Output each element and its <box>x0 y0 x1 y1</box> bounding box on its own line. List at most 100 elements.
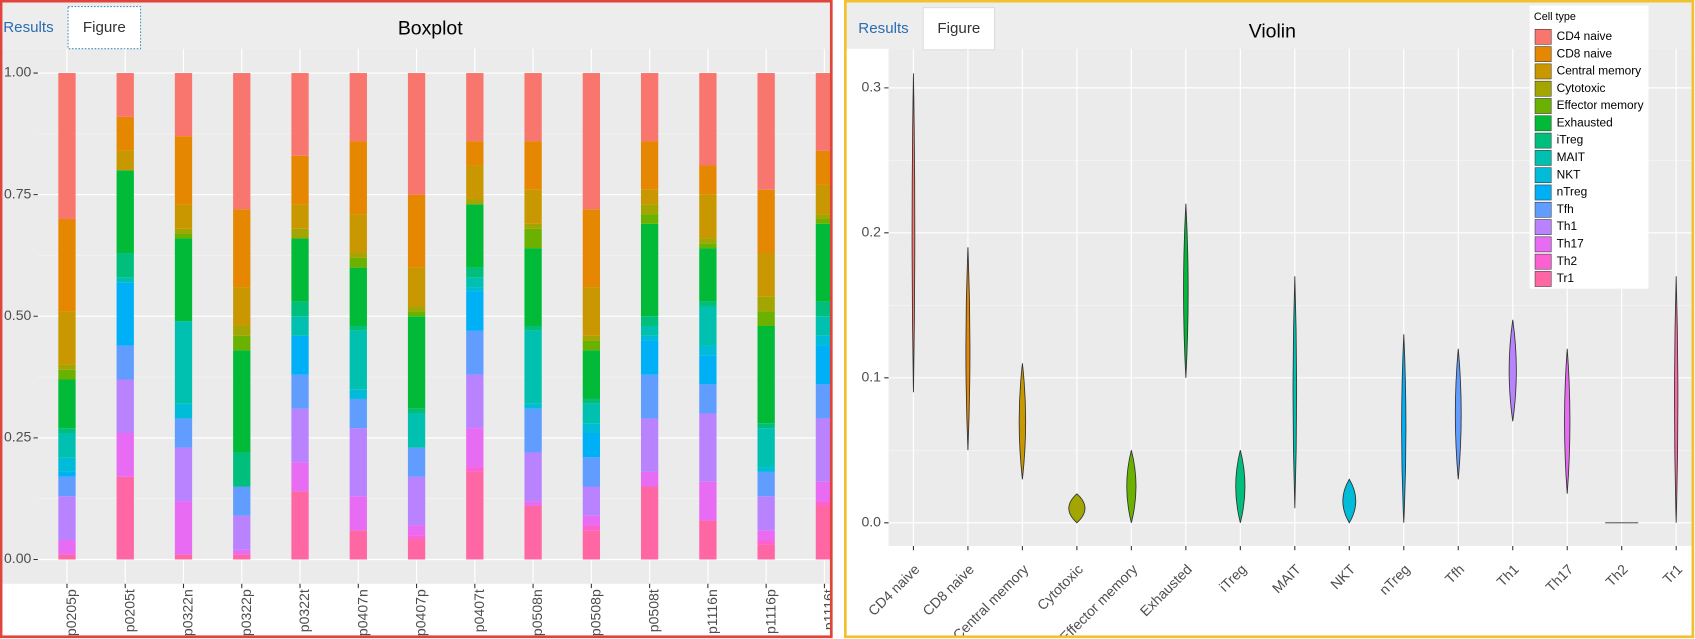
bar-segment <box>524 452 542 502</box>
bar-segment <box>757 467 775 472</box>
bar-segment <box>699 306 717 346</box>
bar-segment <box>174 238 193 322</box>
bar-segment <box>349 530 367 560</box>
legend-label: Central memory <box>1557 64 1642 78</box>
bar-segment <box>291 228 309 239</box>
bar-segment <box>466 287 484 292</box>
legend-label: Th1 <box>1557 219 1578 233</box>
bar-segment <box>524 325 542 331</box>
legend-swatch <box>1534 253 1552 270</box>
bar-segment <box>699 520 717 560</box>
bar-segment <box>582 350 601 399</box>
x-tick-label: p0508t <box>646 589 662 632</box>
bar-segment <box>407 306 426 312</box>
bar-segment <box>349 398 367 429</box>
bar-segment <box>640 486 659 560</box>
bar-segment <box>699 481 717 521</box>
bar-segment <box>757 530 775 541</box>
x-tick-label: p0322t <box>296 589 312 632</box>
bar-segment <box>466 471 484 560</box>
bar-segment <box>174 233 193 239</box>
bar-segment <box>291 301 309 317</box>
bar-segment <box>233 335 251 351</box>
bar-segment <box>466 73 484 142</box>
bar-segment <box>407 194 426 268</box>
bar-segment <box>349 389 367 399</box>
bar-segment <box>58 73 76 219</box>
bar-segment <box>58 476 76 497</box>
tab-active[interactable] <box>67 6 142 50</box>
bar-segment <box>291 408 309 463</box>
bar-segment <box>233 325 251 336</box>
x-tick-label: p0508p <box>587 589 603 636</box>
bar-segment <box>407 73 426 195</box>
y-tick-label: 1.00 <box>4 64 32 80</box>
bar-segment <box>815 150 831 185</box>
bar-segment <box>407 267 426 307</box>
bar-segment <box>233 287 251 326</box>
violin <box>1126 450 1137 523</box>
bar-segment <box>58 554 76 560</box>
bar-segment <box>116 433 134 477</box>
y-tick-label: 0.1 <box>861 369 881 385</box>
bar-segment <box>699 384 717 414</box>
tab-active[interactable] <box>922 7 996 51</box>
bar-segment <box>640 316 659 326</box>
bar-segment <box>699 345 717 356</box>
bar-segment <box>466 165 484 200</box>
bar-segment <box>407 447 426 477</box>
bar-segment <box>466 277 484 288</box>
bar-segment <box>407 476 426 526</box>
legend-label: NKT <box>1557 167 1581 181</box>
bar-segment <box>815 184 831 215</box>
bar-segment <box>640 214 659 224</box>
bar-segment <box>699 165 717 195</box>
x-tick-label: p1116p <box>762 589 778 634</box>
bar-segment <box>757 423 775 429</box>
bar-segment <box>349 267 367 326</box>
bar-segment <box>582 73 601 210</box>
bar-segment <box>349 73 367 142</box>
bar-segment <box>58 311 76 365</box>
legend-swatch <box>1534 63 1552 80</box>
bar-segment <box>815 218 831 224</box>
bar-segment <box>582 525 601 531</box>
legend-label: Tr1 <box>1557 271 1575 285</box>
legend-label: Cytotoxic <box>1557 81 1606 95</box>
bar-segment <box>174 228 193 234</box>
left-panel: Results Figure Boxplot 0.00 0.25 0.50 0.75 1… <box>2 2 831 636</box>
y-tick-label: 0.00 <box>4 550 32 566</box>
bar-segment <box>699 243 717 249</box>
bar-segment <box>349 257 367 268</box>
bar-segment <box>116 73 134 117</box>
tab[interactable]: Figure <box>83 19 126 36</box>
bar-segment <box>349 325 367 331</box>
bar-segment <box>582 530 601 560</box>
violin <box>911 73 916 393</box>
legend-swatch <box>1534 236 1552 253</box>
violin <box>965 247 971 451</box>
violin <box>1068 493 1086 524</box>
tab[interactable]: Results <box>3 19 54 36</box>
violin <box>1454 348 1462 480</box>
y-tick-label: 0.2 <box>861 224 881 240</box>
tab[interactable]: Results <box>858 20 909 37</box>
tab[interactable]: Figure <box>937 20 980 37</box>
bar-segment <box>466 291 484 331</box>
legend-swatch <box>1534 80 1552 97</box>
bar-segment <box>466 199 484 205</box>
bar-segment <box>815 73 831 151</box>
bar-segment <box>174 204 193 229</box>
x-tick-label: p0322n <box>180 589 196 636</box>
legend-label: Tfh <box>1557 202 1574 216</box>
bar-segment <box>58 369 76 380</box>
bar-segment <box>582 398 601 404</box>
bar-segment <box>640 335 659 341</box>
bar-segment <box>640 189 659 205</box>
bar-segment <box>640 204 659 215</box>
bar-segment <box>116 476 134 560</box>
bar-segment <box>233 515 251 550</box>
y-tick-label: 0.25 <box>4 429 32 445</box>
bar-segment <box>757 325 775 424</box>
violin <box>1292 276 1298 509</box>
